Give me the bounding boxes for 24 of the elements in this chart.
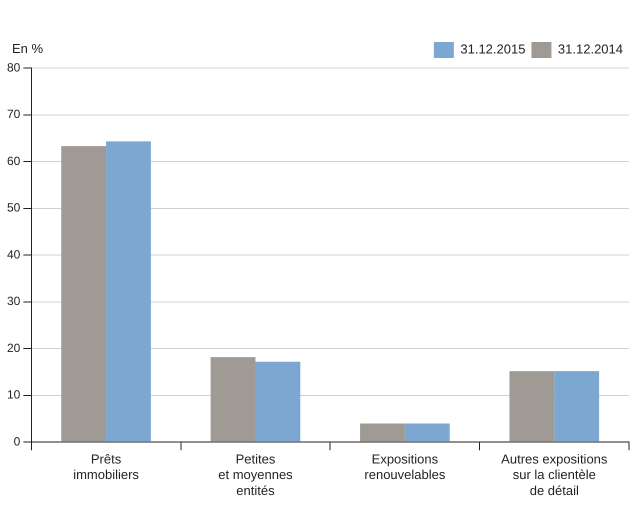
y-tick-label: 10: [6, 388, 21, 402]
y-tick-label: 40: [6, 247, 21, 262]
y-tick-label: 60: [6, 154, 21, 168]
bar: [360, 423, 405, 442]
bar: [554, 371, 600, 442]
y-tick-label: 80: [6, 60, 21, 74]
y-tick-label: 70: [6, 107, 21, 122]
x-tick-label: Expositions renouvelables: [364, 452, 446, 482]
bar: [255, 362, 300, 442]
bar: [509, 371, 554, 442]
bar: [106, 141, 151, 442]
y-tick-label: 0: [14, 434, 21, 449]
y-axis-title: En %: [12, 41, 44, 56]
x-tick-label: Prêts immobiliers: [73, 452, 140, 482]
y-tick-label: 30: [6, 294, 21, 308]
x-tick-label: Autres expositions sur la clientèle de détail: [501, 452, 608, 498]
bar: [210, 357, 256, 442]
legend-label: 31.12.2014: [558, 42, 624, 57]
legend-label: 31.12.2015: [460, 42, 526, 57]
bar: [404, 423, 450, 442]
x-tick-label: Petites et moyennes entités: [218, 452, 294, 498]
bar: [61, 146, 106, 442]
y-tick-label: 50: [6, 200, 21, 215]
y-tick-label: 20: [6, 340, 21, 355]
